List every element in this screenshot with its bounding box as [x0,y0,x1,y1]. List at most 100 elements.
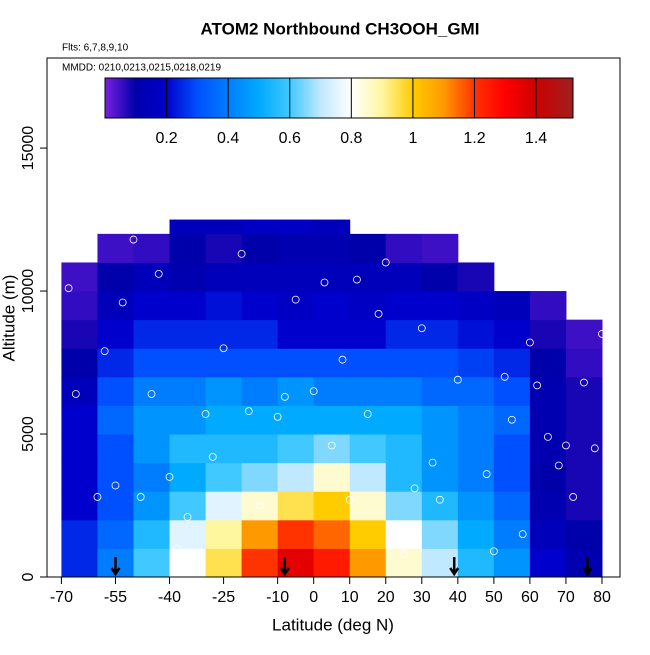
sample-point [237,249,246,258]
heat-cell [313,376,351,406]
sample-point [417,324,426,333]
sample-point [111,481,120,490]
sample-point [381,258,390,267]
heat-cell [385,348,423,378]
heat-cell [385,262,423,292]
x-tick-label: 20 [377,589,395,606]
y-tick-label: 0 [20,572,37,581]
heat-cell [493,291,531,321]
heat-cell [565,348,603,378]
heat-cell [349,548,387,578]
sample-point [526,338,534,347]
heat-cell [97,462,134,492]
sample-point [71,390,80,398]
sample-point [154,269,163,278]
x-axis-label: Latitude (deg N) [272,615,394,634]
heat-cell [493,548,531,578]
heat-cell [421,434,459,464]
heat-cell [133,519,171,549]
heat-cell [565,434,603,464]
heat-cell [457,291,495,321]
heat-cell [349,405,387,435]
arrow [279,557,290,577]
heat-cell [421,291,459,321]
heat-cell [565,548,603,578]
heat-cell [205,519,243,549]
sample-point [118,298,127,307]
heat-cell [385,491,423,521]
heat-cell [385,319,423,349]
y-tick-label: 10000 [20,269,37,314]
x-tick-label: -40 [158,589,181,606]
heat-cell [97,376,134,406]
sample-point [410,484,419,493]
sample-point [255,501,264,510]
heat-cell [205,319,243,349]
heat-cell [349,319,387,349]
sample-point [86,252,95,261]
heat-cell [529,405,567,435]
heat-cell [493,376,531,406]
heat-cell [241,548,279,578]
sample-point [172,544,181,553]
heat-cell [205,434,243,464]
heat-cell [133,548,171,578]
sample-point [598,330,606,338]
heat-cell [277,233,315,263]
heat-cell [529,291,567,321]
x-tick-label: 80 [593,589,611,606]
heat-cell [349,519,387,549]
y-axis-label: Altitude (m) [0,275,18,362]
sample-point [518,530,527,539]
heat-cell [385,376,423,406]
heat-cell [457,434,495,464]
heat-cell [97,319,134,349]
plot-frame [46,57,621,578]
heat-cell [169,233,207,263]
heat-cell [61,519,98,549]
heat-cell [241,491,279,521]
x-tick-label: 30 [413,589,431,606]
heat-cell [457,405,495,435]
x-tick-label: -10 [266,589,289,606]
sample-point [399,550,408,559]
heat-cell [169,462,207,492]
heat-cell [457,519,495,549]
heat-cell [565,319,603,349]
heat-cell [313,262,351,292]
heat-cell [421,319,459,349]
heat-cell [169,519,207,549]
heat-cell [169,262,207,292]
heat-cell [133,405,171,435]
sample-point [482,470,491,478]
heat-cell [277,219,315,235]
sample-point [562,441,570,450]
heat-cell [385,548,423,578]
y-tick-label: 15000 [20,126,37,171]
heat-cell [421,262,459,292]
heat-cell [493,348,531,378]
heat-cell [529,376,567,406]
heat-cell [313,519,351,549]
heat-cell [529,519,567,549]
heat-cell [241,348,279,378]
sample-point [544,432,552,441]
x-tick-label: -55 [104,589,127,606]
heat-cell [313,219,351,235]
heat-cell [385,434,423,464]
x-tick-label: 40 [449,589,467,606]
heat-cell [97,291,134,321]
sample-point [500,372,509,381]
heat-cell [169,491,207,521]
heat-cell [421,462,459,492]
heat-cell [133,462,171,492]
sample-point [280,392,289,401]
heat-cell [529,319,567,349]
heat-cell [277,319,315,349]
sample-point [590,444,599,453]
sample-point [345,495,354,504]
heat-cell [385,233,423,263]
heat-cell [241,219,279,235]
heat-cell [169,548,207,578]
heat-cell [493,519,531,549]
